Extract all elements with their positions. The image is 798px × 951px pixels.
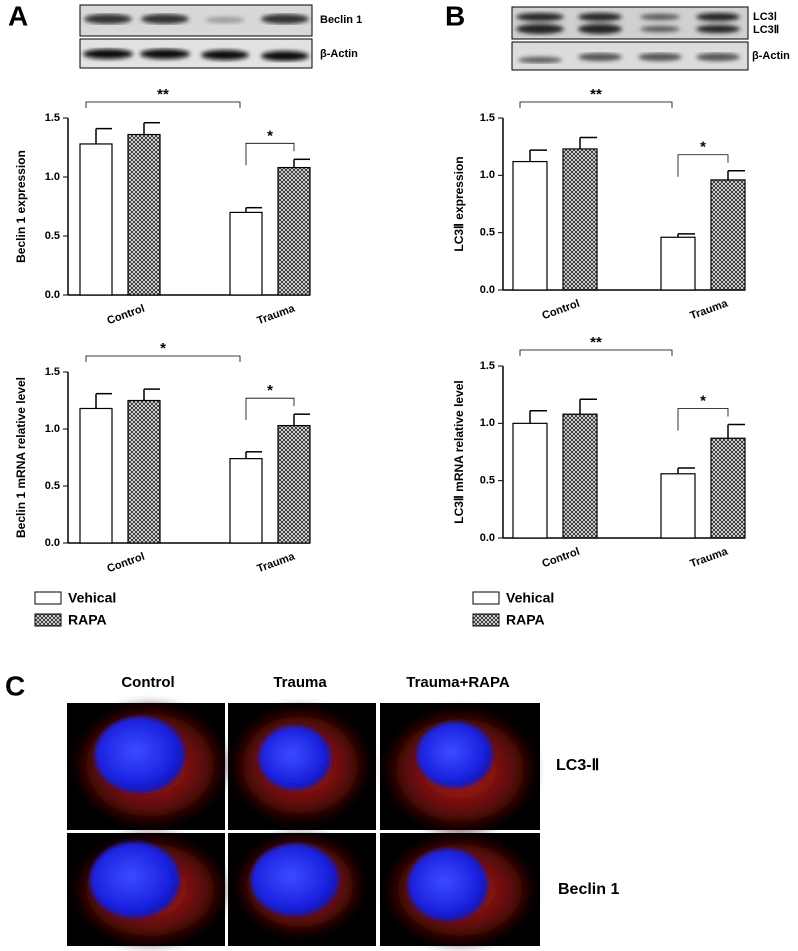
significance-label: ** [590,334,602,351]
bar [562,413,598,539]
bar [660,473,696,539]
panel-label: A [8,0,28,31]
y-tick-label: 1.0 [480,417,495,429]
bar [79,143,113,296]
bar [512,422,548,539]
row-label: Beclin 1 [558,881,619,898]
y-tick-label: 1.0 [45,423,60,435]
bar [229,458,263,544]
row-label: LC3-Ⅱ [556,757,599,774]
y-axis-label: Beclin 1 mRNA relative level [14,377,28,538]
y-tick-label: 0.5 [480,227,495,239]
bar [229,211,263,296]
significance-label: * [267,127,273,144]
y-tick-label: 1.0 [45,171,60,183]
y-tick-label: 0.0 [45,537,60,549]
bar [562,148,598,291]
significance-label: * [267,382,273,399]
legend-label: RAPA [506,612,545,628]
bar [660,236,696,291]
y-tick-label: 1.5 [45,112,60,124]
column-header: Trauma [273,674,327,691]
legend-label: RAPA [68,612,107,628]
significance-label: * [700,139,706,156]
x-tick-label: Trauma [256,302,298,327]
significance-bracket [85,355,241,362]
y-tick-label: 0.5 [45,230,60,242]
column-header: Trauma+RAPA [406,674,510,691]
significance-bracket [245,397,295,421]
y-axis-label: Beclin 1 expression [14,150,28,263]
x-tick-label: Control [106,551,147,576]
significance-label: ** [590,86,602,103]
y-tick-label: 0.0 [45,289,60,301]
y-axis-label: LC3Ⅱ mRNA relative level [452,380,466,524]
y-tick-label: 1.5 [480,360,495,372]
blot-label: Beclin 1 [320,14,362,26]
x-tick-label: Control [106,303,147,328]
y-tick-label: 0.5 [480,475,495,487]
blot-label: LC3Ⅰ [753,11,777,23]
x-tick-label: Control [541,546,582,571]
western-blot [79,4,313,69]
legend-swatch [472,613,500,627]
bar [710,437,746,539]
micrographs [67,703,540,946]
significance-label: * [700,392,706,409]
legend-swatch [34,591,62,605]
blot-label: LC3Ⅱ [753,24,779,36]
significance-bracket [677,154,729,177]
y-axis-label: LC3Ⅱ expression [452,156,466,251]
significance-label: * [160,340,166,357]
legend-label: Vehical [68,590,116,606]
significance-bracket [519,101,673,108]
y-tick-label: 0.5 [45,480,60,492]
column-header: Control [121,674,174,691]
significance-bracket [85,101,241,108]
legend-swatch [34,613,62,627]
bar [277,424,311,544]
panel-label: B [445,0,465,31]
x-tick-label: Trauma [256,550,298,575]
significance-bracket [677,408,729,431]
legend-label: Vehical [506,590,554,606]
legend-swatch [472,591,500,605]
x-tick-label: Trauma [689,297,731,322]
bar [127,399,161,544]
x-tick-label: Trauma [689,545,731,570]
blot-label: β-Actin [752,50,790,62]
significance-bracket [245,142,295,166]
western-blot [511,6,749,71]
y-tick-label: 0.0 [480,284,495,296]
y-tick-label: 0.0 [480,532,495,544]
x-tick-label: Control [541,298,582,323]
significance-label: ** [157,86,169,103]
bar [277,166,311,296]
y-tick-label: 1.5 [480,112,495,124]
significance-bracket [519,349,673,356]
blot-label: β-Actin [320,48,358,60]
bar [127,133,161,296]
bar [79,407,113,544]
bar [710,179,746,291]
y-tick-label: 1.0 [480,169,495,181]
y-tick-label: 1.5 [45,366,60,378]
panel-label: C [5,670,25,701]
bar [512,160,548,291]
